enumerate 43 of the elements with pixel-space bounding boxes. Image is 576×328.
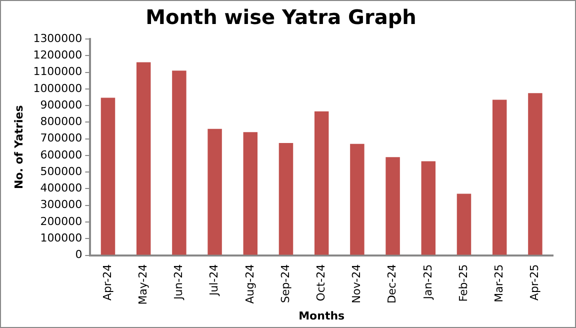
y-tick-label: 900000	[40, 98, 82, 112]
y-tick-label: 1300000	[33, 32, 82, 45]
x-tick-label: Jan-25	[421, 264, 434, 300]
y-tick-label: 800000	[40, 115, 82, 128]
bar	[421, 161, 436, 255]
bar	[208, 128, 222, 255]
chart-title: Month wise Yatra Graph	[146, 5, 416, 30]
x-tick-label: Apr-24	[100, 264, 114, 301]
x-tick-label: Feb-25	[456, 264, 470, 302]
bar	[172, 70, 186, 255]
y-tick-label: 1000000	[33, 82, 82, 95]
x-tick-label: Nov-24	[350, 264, 364, 304]
bar	[136, 62, 151, 255]
x-tick-label: Dec-24	[386, 264, 399, 304]
y-tick-label: 1200000	[33, 48, 82, 62]
y-tick-label: 1100000	[33, 65, 82, 78]
x-tick-label: May-24	[136, 264, 150, 305]
y-tick-label: 300000	[40, 198, 82, 212]
x-tick-label: Oct-24	[314, 264, 328, 302]
bar	[278, 142, 294, 255]
bar	[314, 111, 329, 255]
y-axis-title: No. of Yatries	[12, 104, 26, 190]
x-tick-label: Apr-25	[528, 264, 542, 301]
x-tick-label: Aug-24	[243, 264, 256, 304]
y-tick-label: 600000	[40, 148, 82, 162]
y-tick-label: 700000	[40, 132, 82, 145]
x-tick-label: Sep-24	[278, 264, 292, 303]
y-tick-label: 100000	[40, 232, 82, 245]
x-axis-title: Months	[298, 309, 346, 322]
y-tick-label: 0	[75, 248, 82, 262]
bar	[456, 194, 472, 255]
bar	[492, 100, 507, 255]
bar	[386, 157, 400, 255]
y-tick-label: 200000	[40, 214, 82, 228]
x-tick-label: Jul-24	[208, 264, 221, 297]
bar	[243, 132, 258, 255]
x-tick-label: Mar-25	[492, 264, 506, 302]
x-tick-label: Jun-24	[172, 264, 186, 300]
bar	[100, 98, 116, 255]
bar	[528, 93, 542, 255]
y-tick-label: 500000	[40, 164, 82, 178]
bar	[350, 144, 364, 255]
y-tick-label: 400000	[40, 182, 82, 195]
